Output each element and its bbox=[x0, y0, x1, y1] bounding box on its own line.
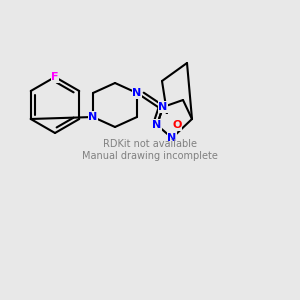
Text: RDKit not available
Manual drawing incomplete: RDKit not available Manual drawing incom… bbox=[82, 139, 218, 161]
Text: O: O bbox=[172, 120, 182, 130]
Text: N: N bbox=[167, 133, 177, 143]
Text: N: N bbox=[88, 112, 98, 122]
Text: N: N bbox=[152, 120, 162, 130]
Text: N: N bbox=[158, 102, 168, 112]
Text: N: N bbox=[132, 88, 142, 98]
Text: F: F bbox=[51, 72, 59, 82]
